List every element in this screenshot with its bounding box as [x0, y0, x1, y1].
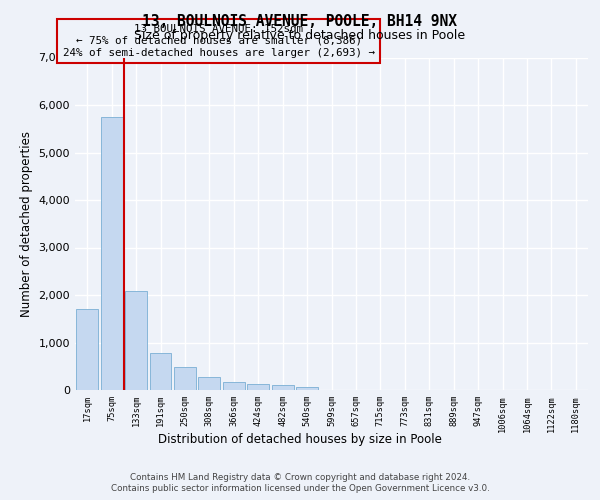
Bar [174, 367, 196, 390]
Bar [149, 353, 172, 390]
Bar [223, 382, 245, 390]
Y-axis label: Number of detached properties: Number of detached properties [20, 130, 33, 317]
Bar [101, 117, 122, 390]
Text: Distribution of detached houses by size in Poole: Distribution of detached houses by size … [158, 432, 442, 446]
Bar [125, 291, 147, 390]
Text: Contains public sector information licensed under the Open Government Licence v3: Contains public sector information licen… [110, 484, 490, 493]
Text: Contains HM Land Registry data © Crown copyright and database right 2024.: Contains HM Land Registry data © Crown c… [130, 472, 470, 482]
Text: 13 BOULNOIS AVENUE: 152sqm
← 75% of detached houses are smaller (8,386)
24% of s: 13 BOULNOIS AVENUE: 152sqm ← 75% of deta… [62, 24, 374, 58]
Bar [247, 384, 269, 390]
Text: Size of property relative to detached houses in Poole: Size of property relative to detached ho… [134, 29, 466, 42]
Text: 13, BOULNOIS AVENUE, POOLE, BH14 9NX: 13, BOULNOIS AVENUE, POOLE, BH14 9NX [143, 14, 458, 29]
Bar [272, 385, 293, 390]
Bar [296, 386, 318, 390]
Bar [199, 377, 220, 390]
Bar [76, 309, 98, 390]
